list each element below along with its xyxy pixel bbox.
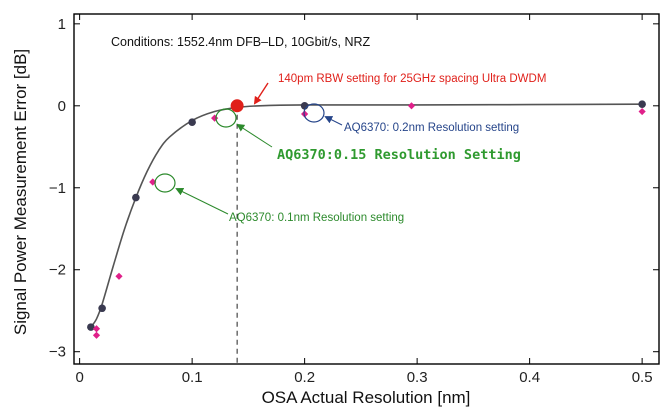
data-point-circle	[132, 193, 140, 202]
x-tick-label: 0.2	[294, 369, 315, 386]
data-point-circle	[188, 118, 196, 126]
annotation-0.15-arrow	[236, 123, 273, 148]
annotation-0.1nm-arrow	[175, 188, 229, 215]
y-tick-label: 0	[58, 98, 66, 115]
annotation-0.2nm-label: AQ6370: 0.2nm Resolution setting	[344, 122, 519, 134]
data-point-diamond	[115, 272, 123, 280]
data-point-diamond	[92, 331, 101, 339]
fit-curve	[90, 103, 643, 328]
axis-ticks: 0 0.1 0.2 0.3 0.4 0.5 1 0 −1 −2 −3	[49, 14, 659, 386]
annotation-140pm-rbw: 140pm RBW setting for 25GHz spacing Ultr…	[278, 73, 546, 85]
plot-frame	[73, 13, 660, 365]
y-tick-label: −1	[49, 180, 66, 197]
data-point-circle	[638, 100, 646, 108]
annotation-0.2nm-arrow	[324, 116, 343, 126]
data-point-diamond	[407, 102, 416, 110]
data-point-circle	[98, 304, 106, 313]
highlight-point-140pm	[230, 99, 244, 113]
x-tick-label: 0	[75, 369, 83, 386]
x-tick-label: 0.5	[632, 369, 653, 386]
annotation-0.15-label: AQ6370:0.15 Resolution Setting	[277, 147, 521, 163]
y-tick-label: −2	[49, 262, 66, 279]
plot-area	[87, 99, 646, 364]
annotation-0.1nm-label: AQ6370: 0.1nm Resolution setting	[229, 212, 404, 224]
annotation-0.1nm-circle	[154, 173, 176, 193]
y-tick-label: −3	[49, 344, 66, 361]
annotation-140pm-arrow	[253, 82, 269, 105]
y-tick-label: 1	[58, 16, 66, 33]
y-axis-title: Signal Power Measurement Error [dB]	[11, 49, 30, 335]
x-tick-label: 0.3	[407, 369, 428, 386]
data-point-circle	[87, 323, 95, 331]
data-point-diamond	[638, 107, 646, 116]
x-tick-label: 0.1	[182, 369, 203, 386]
x-axis-title: OSA Actual Resolution [nm]	[262, 388, 471, 407]
x-tick-label: 0.4	[519, 369, 540, 386]
conditions-label: Conditions: 1552.4nm DFB–LD, 10Gbit/s, N…	[111, 35, 371, 49]
annotation-0.15-circle	[215, 108, 237, 128]
data-point-diamond	[92, 325, 101, 333]
data-point-diamond	[211, 114, 219, 122]
annotation-0.2nm-circle	[303, 103, 325, 123]
